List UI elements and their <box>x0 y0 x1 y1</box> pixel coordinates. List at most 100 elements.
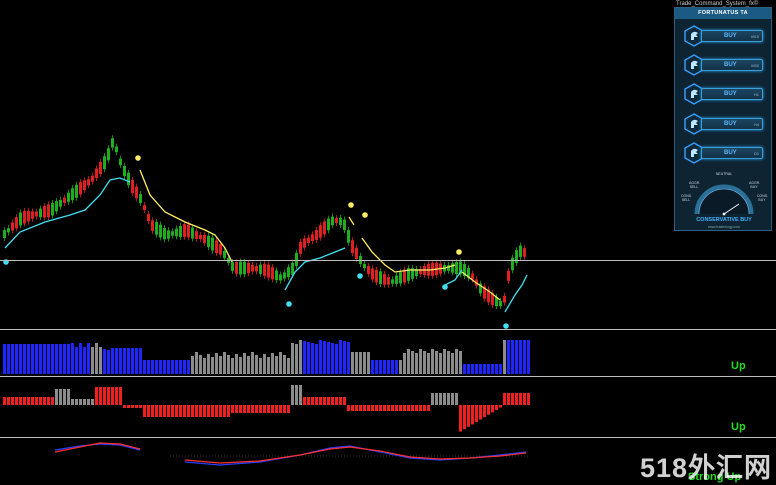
histogram-bar <box>391 360 394 374</box>
candle-body <box>183 224 186 237</box>
candle-body <box>47 204 50 218</box>
histogram-bar <box>355 352 358 374</box>
signal-row-h4[interactable]: BUY H4 <box>683 113 765 135</box>
website-link[interactable]: www.tradeology.com <box>707 225 741 229</box>
histogram-bar <box>427 353 430 374</box>
candle-body <box>71 188 74 201</box>
histogram-bar <box>191 356 194 374</box>
histogram-bar <box>299 340 302 374</box>
oscillator-bar <box>471 405 474 425</box>
oscillator-bar <box>399 405 402 411</box>
candle-body <box>251 264 254 272</box>
candle-body <box>351 240 354 254</box>
histogram-bar <box>35 344 38 374</box>
oscillator-bar <box>239 405 242 413</box>
signal-row-m30[interactable]: BUY M30 <box>683 54 765 76</box>
candle-body <box>31 211 34 219</box>
candle-body <box>347 230 350 243</box>
histogram-bar <box>199 355 202 374</box>
oscillator-bar <box>411 405 414 411</box>
candle-body <box>335 218 338 224</box>
histogram-bar <box>223 352 226 374</box>
oscillator-bar <box>195 405 198 417</box>
candle-body <box>395 275 398 284</box>
candle-body <box>455 262 458 274</box>
histogram-bar <box>167 360 170 374</box>
candle-body <box>459 261 462 275</box>
buy-button-d1[interactable]: BUY D1 <box>701 147 763 159</box>
histogram-bar <box>367 352 370 374</box>
histogram-bar <box>95 343 98 374</box>
candle-body <box>307 237 310 244</box>
candle-body <box>95 168 98 179</box>
oscillator-bar <box>339 397 342 405</box>
buy-button-h4[interactable]: BUY H4 <box>701 118 763 130</box>
candle-body <box>451 263 454 273</box>
oscillator-bar <box>59 389 62 405</box>
histogram-bar <box>251 352 254 374</box>
oscillator-bar <box>123 405 126 408</box>
signal-panel: FORTUNATUS TA BUY M15 BUY M30 BUY H1 BUY H4 … <box>674 7 772 231</box>
oscillator-bar <box>331 397 334 405</box>
oscillator-bar <box>159 405 162 417</box>
candle-body <box>263 263 266 276</box>
histogram-bar <box>23 344 26 374</box>
oscillator-bar <box>287 405 290 413</box>
histogram-bar <box>67 344 70 374</box>
candle-body <box>419 269 422 274</box>
price-level-line <box>0 260 776 261</box>
oscillator-bar <box>375 405 378 411</box>
histogram-bar <box>455 349 458 374</box>
oscillator-bar <box>259 405 262 413</box>
oscillator-bar <box>487 405 490 415</box>
histogram-bar <box>383 360 386 374</box>
signal-row-d1[interactable]: BUY D1 <box>683 142 765 164</box>
trend-line <box>461 271 501 301</box>
histogram-bar <box>527 340 530 374</box>
candle-body <box>123 165 126 177</box>
oscillator-bar <box>227 405 230 417</box>
candle-body <box>383 273 386 285</box>
subwindow-divider-2 <box>0 376 776 377</box>
candle-body <box>51 203 54 216</box>
oscillator-bar <box>407 405 410 411</box>
histogram-bar <box>359 352 362 374</box>
candle-body <box>223 250 226 259</box>
oscillator-bar <box>367 405 370 411</box>
histogram-bar <box>487 364 490 374</box>
oscillator-bar <box>75 399 78 405</box>
histogram-bar <box>507 340 510 374</box>
histogram-bar <box>227 355 230 374</box>
candle-body <box>91 175 94 182</box>
oscillator-bar <box>295 385 298 405</box>
buy-button-m30[interactable]: BUY M30 <box>701 59 763 71</box>
oscillator-bar <box>23 397 26 405</box>
oscillator-bar <box>3 397 6 405</box>
candle-body <box>151 220 154 231</box>
histogram-bar <box>211 357 214 374</box>
trend-line <box>348 216 355 226</box>
candle-body <box>131 180 134 193</box>
signal-row-m15[interactable]: BUY M15 <box>683 25 765 47</box>
buy-button-h1[interactable]: BUY H1 <box>701 88 763 100</box>
oscillator-bar <box>371 405 374 411</box>
candle-body <box>175 228 178 237</box>
candle-body <box>103 156 106 170</box>
histogram-bar <box>439 353 442 374</box>
gauge-label-cons-buy: CONS. BUY <box>757 194 769 202</box>
oscillator-bar <box>515 393 518 405</box>
buy-button-m15[interactable]: BUY M15 <box>701 30 763 42</box>
histogram-bar <box>283 355 286 374</box>
oscillator-bar <box>319 397 322 405</box>
candle-body <box>415 268 418 277</box>
candle-body <box>375 269 378 283</box>
histogram-bar <box>339 340 342 374</box>
oscillator-histogram <box>3 385 530 432</box>
candle-body <box>295 252 298 266</box>
candle-body <box>387 277 390 285</box>
histogram-bar <box>47 344 50 374</box>
histogram-bar <box>143 360 146 374</box>
histogram-bar <box>319 340 322 374</box>
signal-row-h1[interactable]: BUY H1 <box>683 83 765 105</box>
